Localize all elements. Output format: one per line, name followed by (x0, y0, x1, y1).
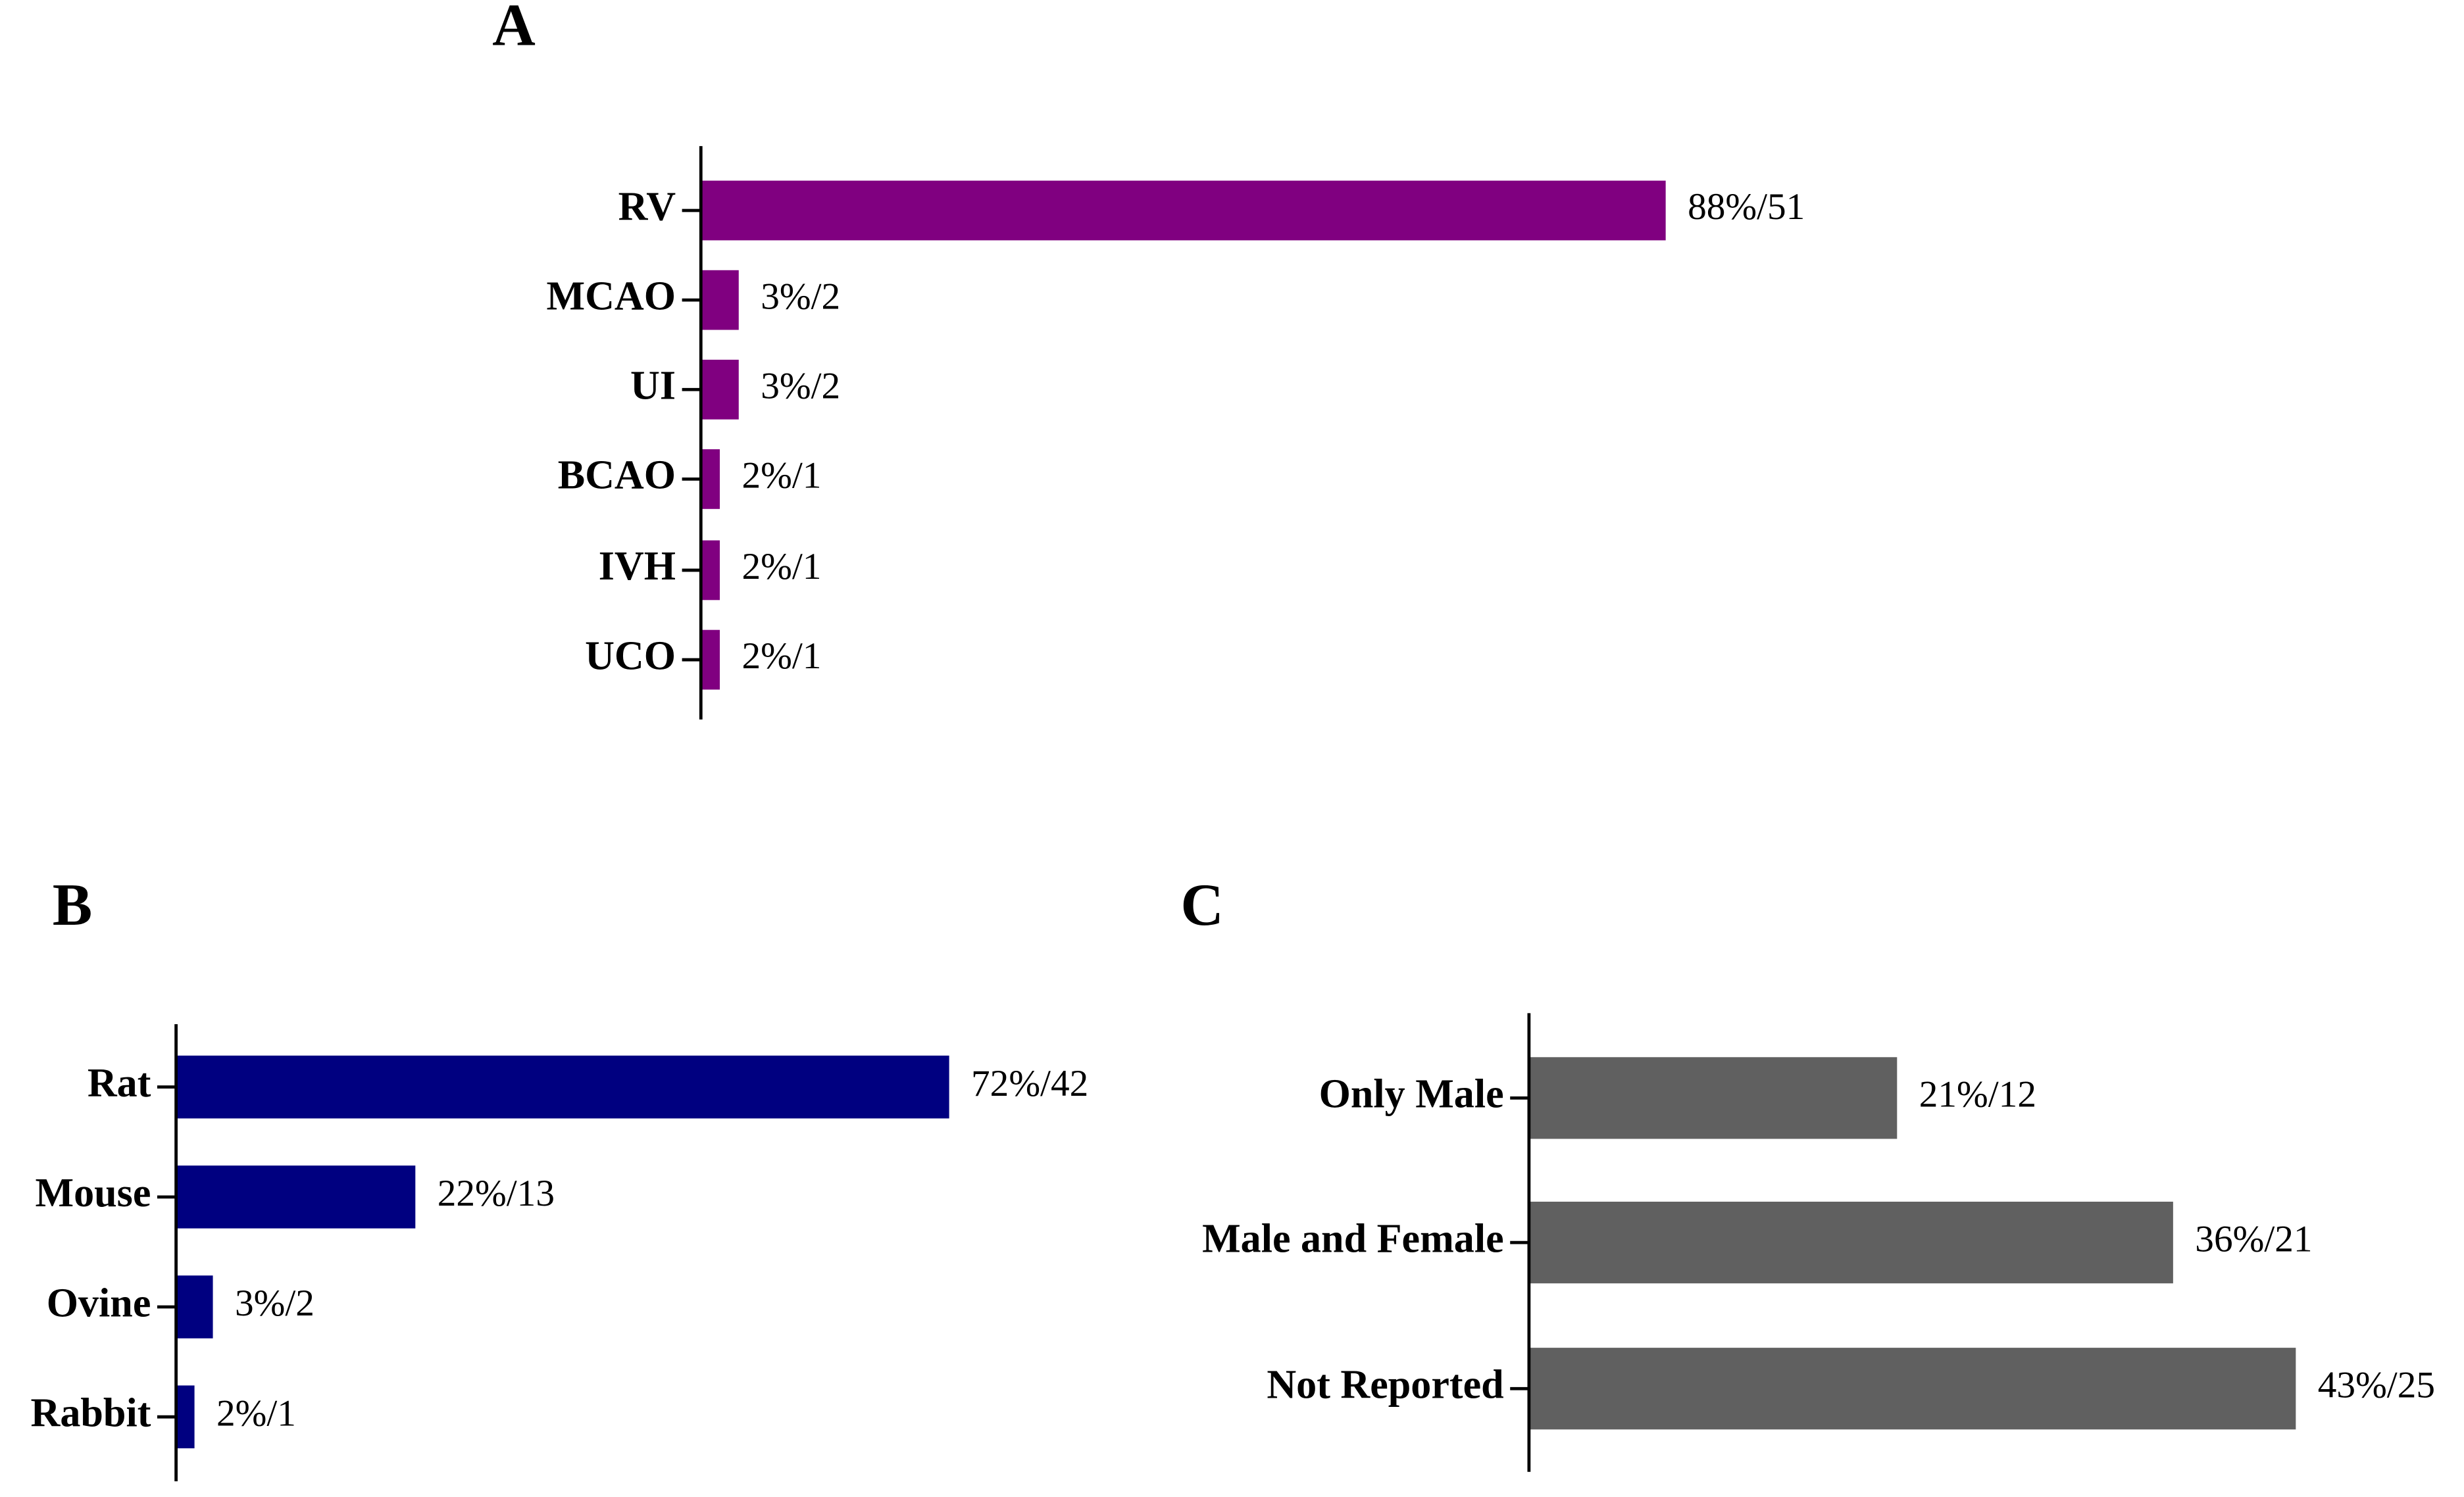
category-label: Rabbit (31, 1390, 151, 1435)
value-label: 2%/1 (216, 1392, 296, 1434)
bar (701, 449, 720, 509)
category-label: Rat (88, 1061, 151, 1106)
value-label: 2%/1 (742, 455, 821, 497)
value-label: 88%/51 (1688, 186, 1805, 228)
bar (701, 540, 720, 601)
panel-title: C (1180, 871, 1224, 938)
category-label: UCO (585, 633, 676, 678)
category-label: Only Male (1319, 1072, 1504, 1117)
value-label: 3%/2 (761, 365, 840, 406)
category-label: Male and Female (1202, 1216, 1504, 1261)
value-label: 2%/1 (742, 635, 821, 677)
category-label: Ovine (47, 1281, 151, 1325)
bar (176, 1275, 213, 1338)
value-label: 36%/21 (2195, 1218, 2312, 1260)
category-label: BCAO (558, 453, 676, 498)
value-label: 43%/25 (2318, 1364, 2435, 1406)
bar (701, 270, 739, 330)
category-label: IVH (599, 544, 676, 589)
bar (1528, 1348, 2296, 1430)
category-label: RV (618, 184, 676, 229)
value-label: 3%/2 (235, 1283, 314, 1324)
category-label: UI (630, 364, 676, 408)
panel-title: B (53, 871, 93, 938)
category-label: Not Reported (1267, 1362, 1503, 1407)
bar (176, 1055, 949, 1119)
value-label: 22%/13 (438, 1173, 555, 1214)
bar (176, 1166, 416, 1229)
category-label: Mouse (36, 1171, 151, 1215)
bar (701, 629, 720, 690)
value-label: 72%/42 (971, 1063, 1088, 1104)
category-label: MCAO (547, 274, 676, 318)
bar (1528, 1202, 2173, 1284)
bar (1528, 1057, 1898, 1139)
value-label: 21%/12 (1919, 1074, 2036, 1116)
bar (701, 359, 739, 420)
value-label: 2%/1 (742, 546, 821, 587)
panel-title: A (492, 0, 536, 59)
bar (701, 180, 1666, 241)
value-label: 3%/2 (761, 276, 840, 317)
bar (176, 1385, 195, 1448)
